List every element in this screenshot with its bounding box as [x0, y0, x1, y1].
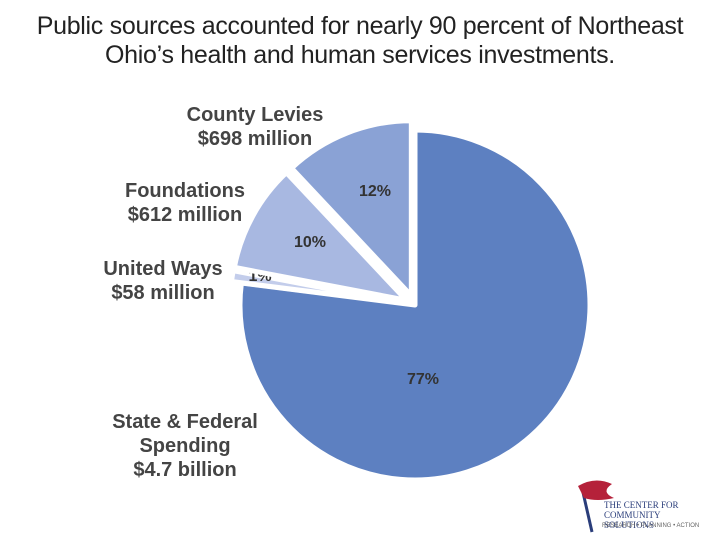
amount-label: $612 million [127, 204, 243, 226]
category-label: Foundations [125, 180, 245, 202]
pie-slice [289, 118, 414, 299]
value-label: 12% [359, 183, 391, 200]
logo-tagline: RESEARCH • PLANNING • ACTION [602, 523, 700, 529]
value-label: 77% [407, 371, 439, 388]
logo-name: THE CENTER FOR COMMUNITY SOLUTIONS [604, 500, 679, 530]
chart-title: Public sources accounted for nearly 90 p… [36, 12, 684, 69]
logo-flag [578, 480, 614, 533]
pie-slice [231, 170, 409, 303]
amount-label: $58 million [111, 282, 215, 304]
value-label: 10% [294, 234, 326, 251]
category-label: County Levies [186, 104, 324, 126]
pie-slice [229, 268, 408, 306]
pie-slice [237, 127, 593, 483]
amount-label: $698 million [197, 128, 313, 150]
category-label: United Ways [103, 258, 223, 280]
amount-label: $4.7 billion [133, 459, 237, 481]
category-label: State & Federal Spending [112, 411, 258, 457]
